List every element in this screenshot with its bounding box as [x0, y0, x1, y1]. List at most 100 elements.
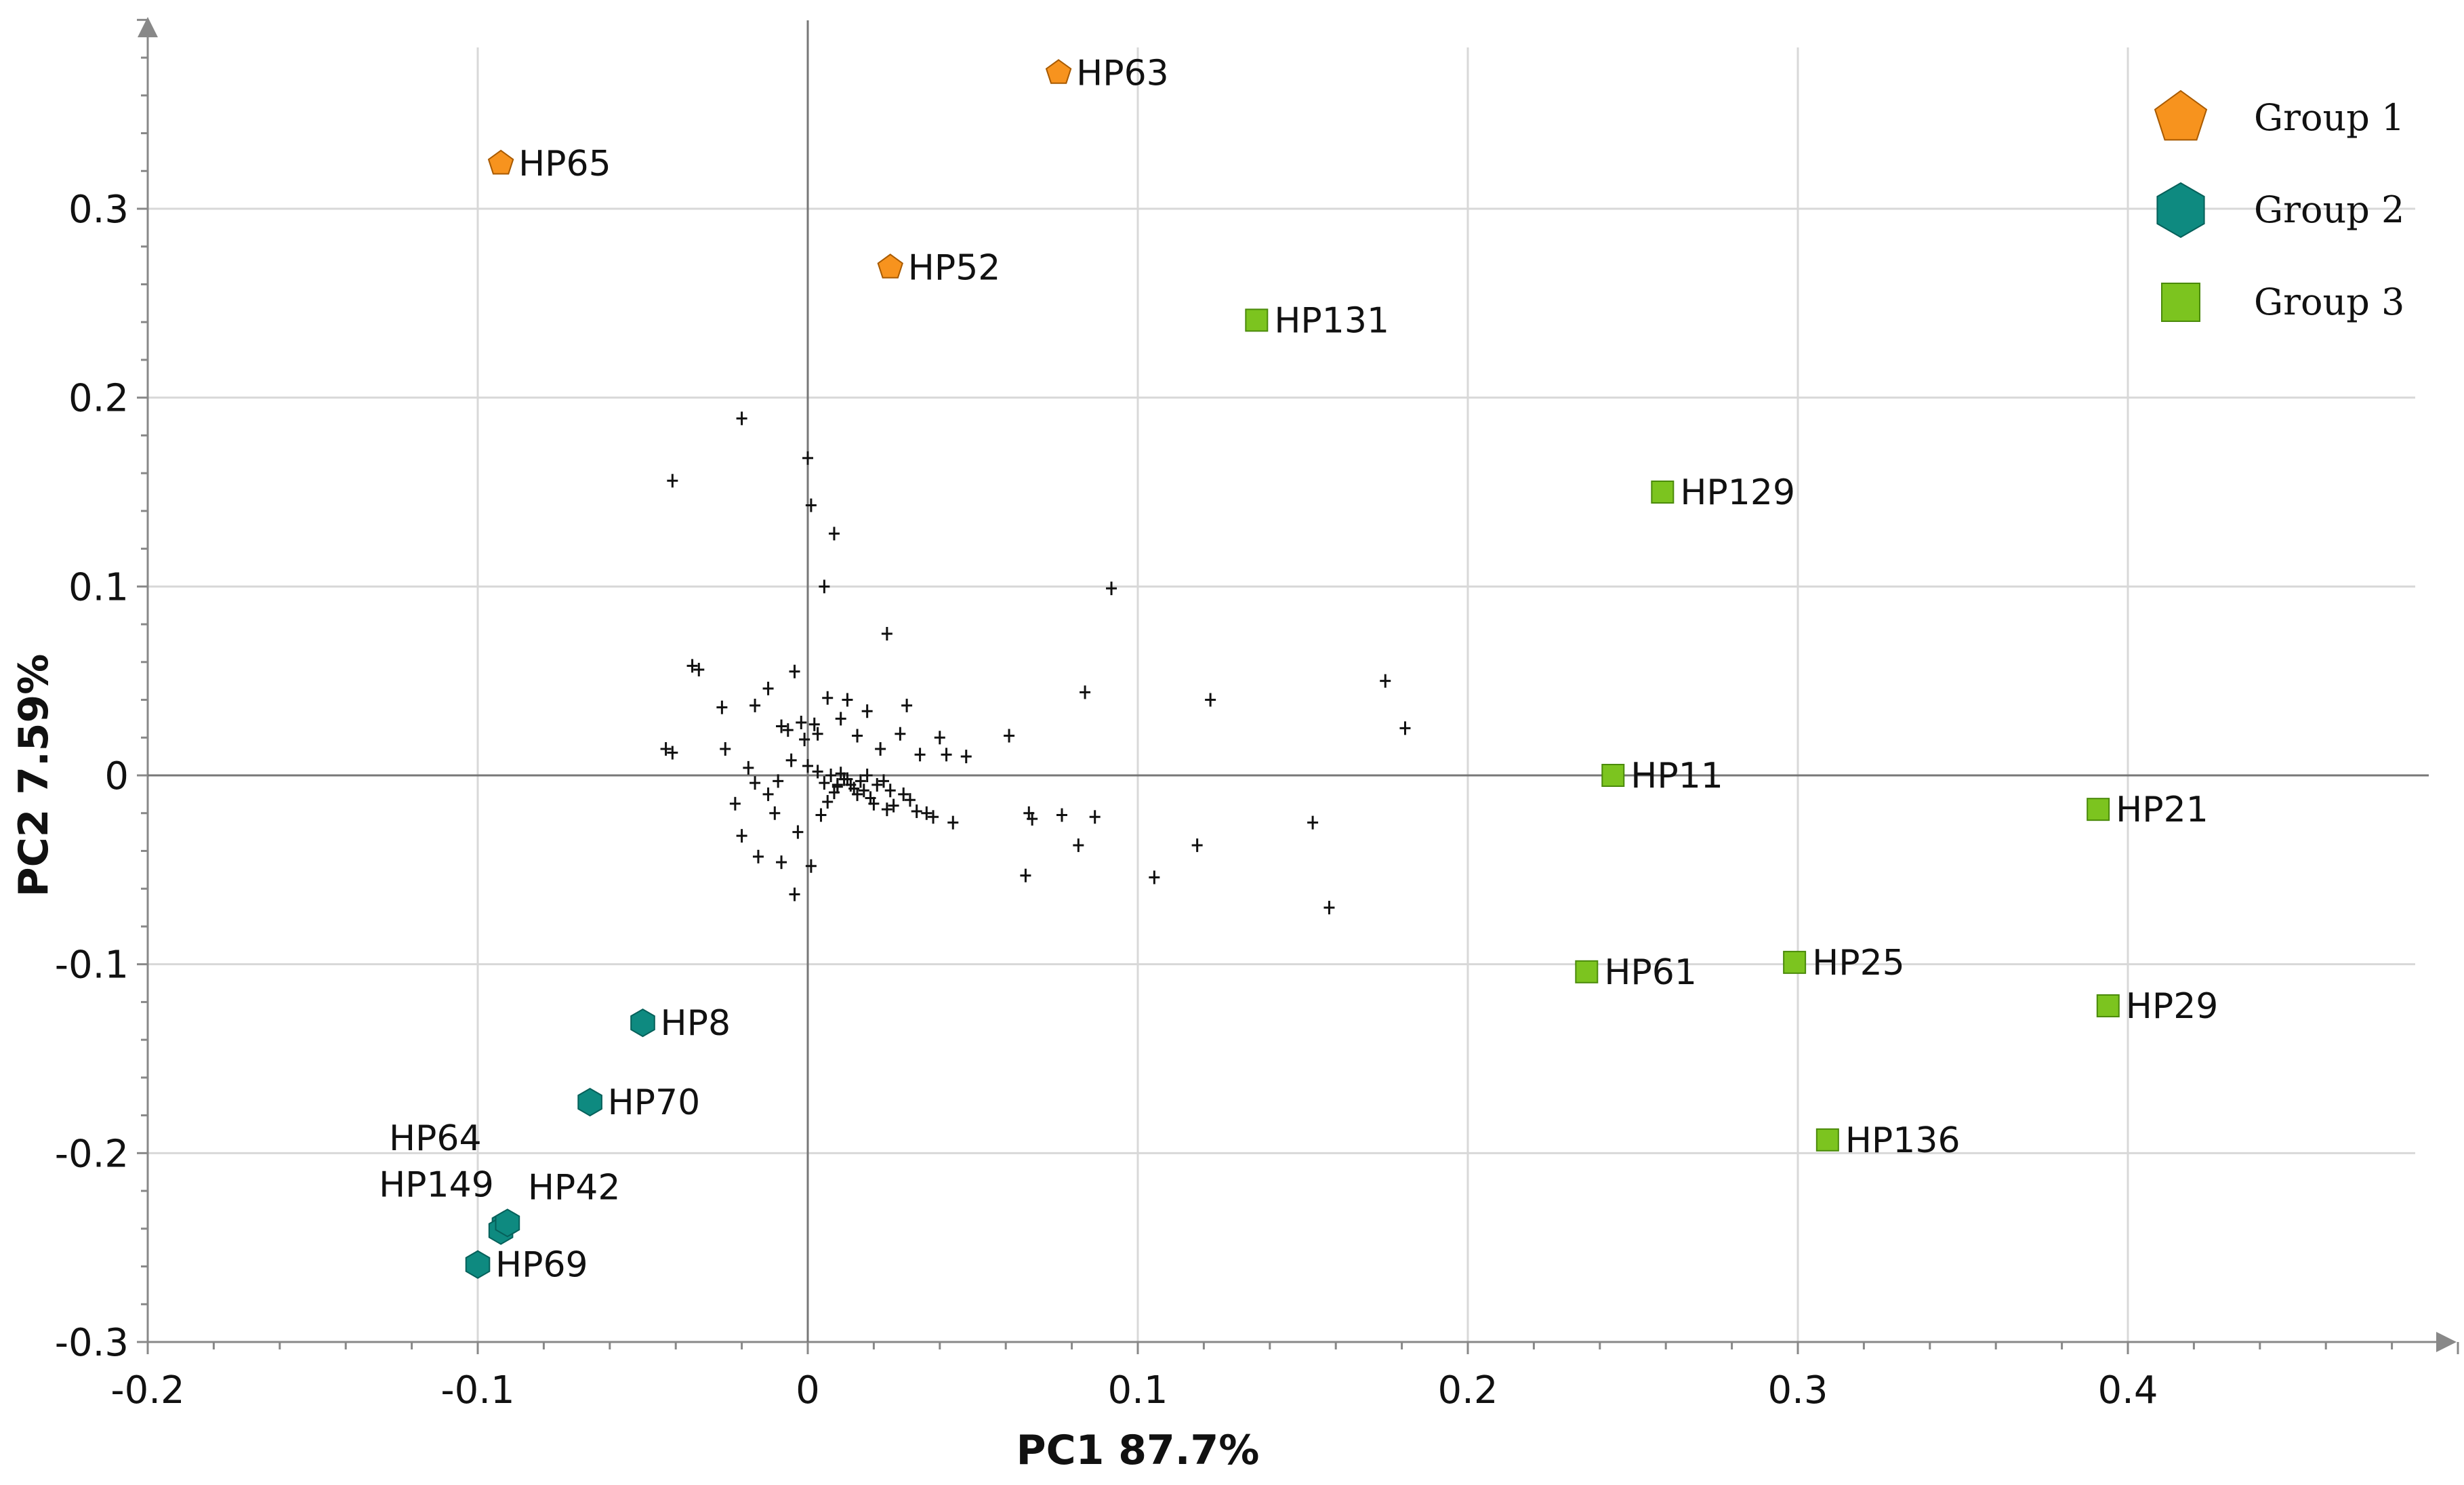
- loading-marker: [819, 776, 830, 790]
- loading-marker: [1056, 808, 1067, 822]
- loading-marker: [835, 712, 846, 726]
- loading-marker: [822, 691, 834, 705]
- loading-marker: [752, 849, 764, 863]
- point-label: HP64: [389, 1118, 482, 1159]
- loading-marker: [667, 746, 678, 760]
- y-tick-label: -0.1: [55, 943, 129, 988]
- point-label: HP129: [1680, 472, 1795, 513]
- loading-marker: [947, 815, 959, 830]
- legend-label: Group 1: [2254, 96, 2404, 139]
- loading-marker: [693, 662, 705, 676]
- loading-marker: [901, 698, 913, 712]
- loading-marker: [904, 793, 916, 807]
- y-tick-label: -0.3: [55, 1321, 129, 1365]
- x-axis-title: PC1 87.7%: [1017, 1427, 1260, 1474]
- loading-marker: [1004, 729, 1015, 743]
- legend: Group 1 Group 2 Group 3: [2154, 89, 2404, 323]
- score-point-hp70: [577, 1087, 602, 1117]
- score-points: [465, 59, 2120, 1279]
- point-label: HP42: [528, 1167, 621, 1208]
- point-label: HP136: [1845, 1120, 1960, 1161]
- y-tick-label: 0.2: [68, 377, 129, 421]
- loading-marker: [1089, 810, 1101, 824]
- loading-marker: [802, 759, 813, 773]
- legend-label: Group 3: [2254, 281, 2404, 323]
- loading-marker: [1205, 693, 1216, 707]
- score-point-hp136: [1815, 1128, 1839, 1152]
- loading-marker: [852, 729, 863, 743]
- loading-marker: [776, 719, 787, 733]
- loading-marker: [895, 727, 906, 741]
- loading-marker: [805, 859, 817, 873]
- loading-marker: [729, 796, 741, 811]
- point-label: HP61: [1604, 952, 1697, 993]
- loading-marker: [835, 767, 846, 781]
- legend-marker: [2156, 182, 2205, 239]
- loading-marker: [736, 411, 747, 426]
- loading-marker: [914, 748, 926, 762]
- loading-marker: [1149, 870, 1160, 884]
- loading-marker: [762, 787, 774, 801]
- point-label: HP29: [2126, 986, 2219, 1027]
- score-point-hp61: [1575, 960, 1599, 983]
- loading-marker: [888, 798, 899, 813]
- loading-marker: [822, 795, 834, 809]
- point-labels: HP63 HP65 HP52 HP8 HP70 HP64 HP149 HP42 HP69 HP13…: [379, 53, 2218, 1285]
- loading-marker: [716, 700, 728, 714]
- loading-marker: [785, 753, 797, 767]
- loadings-markers: [660, 411, 1411, 915]
- x-tick-label: -0.1: [440, 1368, 514, 1412]
- score-point-hp8: [630, 1008, 655, 1038]
- loading-marker: [911, 804, 922, 818]
- loading-marker: [808, 717, 820, 731]
- legend-entry: Group 2: [2156, 182, 2404, 239]
- loading-marker: [812, 765, 823, 779]
- score-point-hp63: [1045, 59, 1072, 84]
- score-point-hp52: [877, 253, 903, 279]
- point-label: HP65: [518, 144, 611, 184]
- point-label: HP70: [608, 1082, 701, 1123]
- y-axis-title: PC2 7.59%: [10, 654, 58, 897]
- point-label: HP69: [495, 1245, 588, 1286]
- loading-marker: [842, 693, 853, 707]
- score-point-hp42: [495, 1208, 520, 1238]
- loading-marker: [921, 806, 932, 820]
- point-label: HP52: [908, 247, 1001, 288]
- loading-marker: [828, 527, 840, 541]
- loading-marker: [773, 774, 784, 788]
- loading-marker: [776, 855, 787, 870]
- score-point-hp25: [1783, 950, 1807, 974]
- point-label: HP149: [379, 1165, 494, 1206]
- loading-marker: [928, 810, 939, 824]
- loading-marker: [815, 808, 827, 822]
- loading-marker: [789, 887, 800, 901]
- loading-marker: [750, 698, 761, 712]
- loading-marker: [782, 723, 794, 737]
- y-tick-label: 0: [104, 754, 129, 798]
- y-tick-label: 0.3: [68, 188, 129, 232]
- score-point-hp29: [2096, 994, 2120, 1017]
- x-tick-label: 0.2: [1437, 1368, 1498, 1412]
- loading-marker: [1080, 685, 1091, 699]
- loading-marker: [881, 802, 892, 817]
- loading-marker: [855, 774, 866, 788]
- legend-entry: Group 3: [2161, 281, 2404, 323]
- loading-marker: [769, 806, 781, 820]
- loading-marker: [1106, 582, 1117, 596]
- loading-marker: [842, 772, 853, 786]
- loading-marker: [667, 474, 678, 488]
- legend-label: Group 2: [2254, 188, 2404, 231]
- loading-marker: [762, 681, 774, 695]
- point-label: HP25: [1812, 943, 1905, 983]
- loading-marker: [1307, 815, 1319, 830]
- x-tick-label: 0: [796, 1368, 820, 1412]
- x-tick-label: 0.1: [1107, 1368, 1168, 1412]
- x-tick-label: 0.4: [2097, 1368, 2158, 1412]
- loading-marker: [875, 741, 886, 756]
- point-label: HP8: [661, 1003, 731, 1044]
- loading-marker: [825, 769, 837, 782]
- loading-marker: [660, 741, 672, 756]
- point-label: HP21: [2116, 790, 2209, 830]
